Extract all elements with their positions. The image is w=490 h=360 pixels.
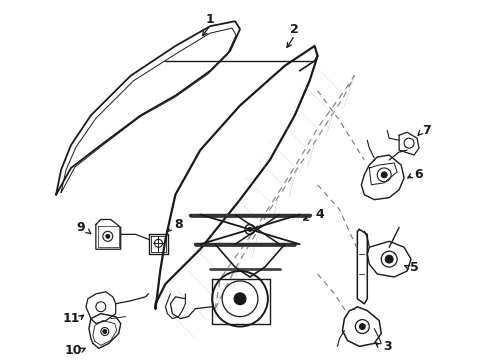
Circle shape	[381, 172, 387, 178]
Text: 2: 2	[291, 23, 299, 36]
Circle shape	[385, 255, 393, 263]
Text: 1: 1	[206, 13, 215, 26]
Text: 8: 8	[174, 218, 183, 231]
Text: 6: 6	[415, 168, 423, 181]
Text: 9: 9	[76, 221, 85, 234]
Text: 7: 7	[422, 124, 431, 137]
Text: 11: 11	[62, 312, 80, 325]
Text: 3: 3	[383, 340, 392, 353]
Circle shape	[234, 293, 246, 305]
Text: 4: 4	[315, 208, 324, 221]
Circle shape	[106, 234, 110, 238]
Circle shape	[359, 324, 366, 329]
Text: 5: 5	[410, 261, 418, 274]
Circle shape	[248, 228, 252, 231]
Circle shape	[103, 329, 107, 333]
Text: 10: 10	[64, 344, 82, 357]
